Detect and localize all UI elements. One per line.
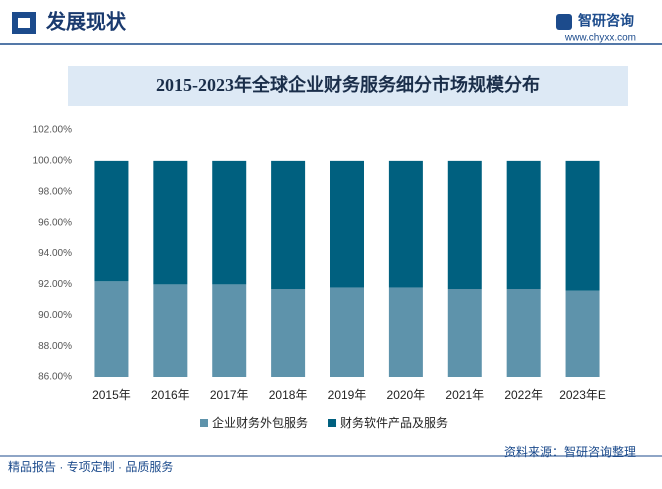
bar-segment	[271, 289, 306, 377]
bar-segment	[388, 287, 423, 377]
bar-segment	[506, 289, 541, 377]
bar-segment	[330, 160, 364, 288]
x-tick-label: 2017年	[210, 388, 249, 402]
x-tick-label: 2020年	[387, 388, 426, 402]
footer-slogan: 精品报告 · 专项定制 · 品质服务	[8, 459, 173, 474]
legend-swatch	[200, 419, 208, 427]
x-tick-label: 2022年	[504, 388, 543, 402]
legend-swatch	[328, 419, 337, 427]
bar-segment	[447, 160, 482, 290]
y-tick-label: 102.00%	[33, 125, 73, 136]
x-tick-label: 2016年	[151, 388, 190, 402]
y-tick-label: 96.00%	[38, 217, 72, 228]
bar-segment	[153, 284, 188, 377]
bar-segment	[94, 160, 129, 282]
x-tick-label: 2021年	[445, 388, 484, 402]
x-tick-label: 2018年	[269, 388, 308, 402]
bar-segment	[447, 289, 482, 377]
y-tick-label: 90.00%	[38, 310, 72, 321]
bar-segment	[565, 290, 600, 377]
legend-label: 财务软件产品及服务	[340, 415, 448, 430]
bar-segment	[271, 160, 306, 290]
x-tick-label: 2015年	[92, 388, 131, 402]
bar-segment	[212, 284, 247, 377]
bar-segment	[565, 160, 600, 291]
bar-segment	[212, 160, 247, 285]
y-tick-label: 86.00%	[38, 372, 72, 383]
source: 资料来源：智研咨询整理	[504, 444, 636, 459]
y-tick-label: 92.00%	[38, 279, 72, 290]
header-title: 发展现状	[45, 9, 127, 33]
brand-logo	[556, 14, 572, 30]
x-tick-label: 2023年E	[559, 388, 606, 402]
y-tick-label: 94.00%	[38, 248, 72, 259]
brand-name: 智研咨询	[577, 13, 634, 29]
y-tick-label: 88.00%	[38, 341, 72, 352]
legend-label: 企业财务外包服务	[212, 415, 308, 430]
brand-website: www.chyxx.com	[564, 33, 636, 44]
header-icon-inner	[18, 18, 30, 28]
y-tick-label: 98.00%	[38, 186, 72, 197]
bar-segment	[506, 160, 541, 290]
title-box	[68, 66, 628, 106]
bar-segment	[388, 160, 423, 288]
bar-segment	[94, 281, 129, 377]
x-tick-label: 2019年	[328, 388, 367, 402]
y-tick-label: 100.00%	[33, 156, 73, 167]
chart-title: 2015-2023年全球企业财务服务细分市场规模分布	[156, 74, 540, 95]
bar-segment	[153, 160, 188, 285]
bar-segment	[330, 287, 364, 377]
